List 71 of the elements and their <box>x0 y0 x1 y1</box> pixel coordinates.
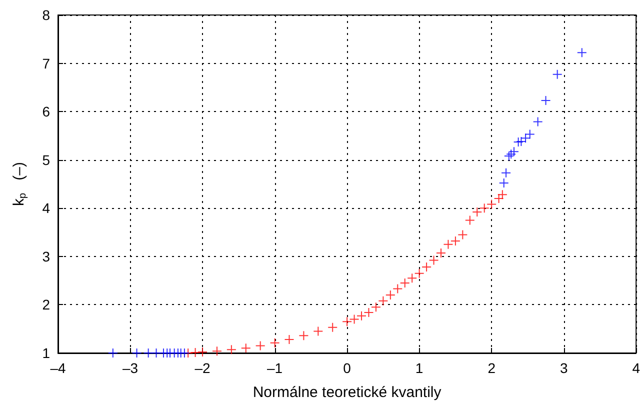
point <box>540 95 551 106</box>
point <box>298 330 309 341</box>
point <box>498 178 509 188</box>
point <box>506 149 516 160</box>
point <box>151 348 162 358</box>
y-tick-label: 5 <box>42 152 50 168</box>
point <box>349 314 360 324</box>
x-tick-label: 4 <box>632 360 640 376</box>
point <box>479 203 490 214</box>
point <box>428 255 439 266</box>
point <box>212 346 222 356</box>
point <box>443 239 454 250</box>
y-tick-label: 6 <box>42 104 50 120</box>
point <box>132 348 142 358</box>
point <box>385 290 396 300</box>
point <box>576 48 587 58</box>
point <box>364 307 374 318</box>
point <box>504 150 514 161</box>
point <box>414 268 424 278</box>
point <box>370 302 381 312</box>
point <box>436 248 446 258</box>
x-tick-label: 3 <box>560 360 568 376</box>
point <box>407 273 418 284</box>
point <box>378 296 388 306</box>
point <box>508 146 519 157</box>
point <box>494 193 504 204</box>
x-tick-label: 2 <box>488 360 496 376</box>
x-tick-label: 0 <box>343 360 352 376</box>
point <box>450 236 460 246</box>
x-tick-label: –4 <box>50 360 66 376</box>
point <box>270 338 280 348</box>
point <box>342 316 352 327</box>
point <box>198 347 208 358</box>
y-tick-label: 7 <box>42 55 50 72</box>
x-tick-label: 1 <box>415 360 424 376</box>
point <box>400 278 410 288</box>
point <box>513 136 524 147</box>
point <box>328 322 338 332</box>
y-tick-label: 3 <box>42 248 50 264</box>
x-axis-title: Normálne teoretické kvantily <box>252 384 442 401</box>
point <box>108 348 118 358</box>
point <box>190 348 200 358</box>
point <box>226 344 236 355</box>
y-tick-label: 1 <box>42 345 50 361</box>
point <box>486 199 497 210</box>
point <box>524 129 535 140</box>
point <box>532 116 543 127</box>
x-tick-label: –2 <box>194 360 211 376</box>
text: kp (–) <box>10 162 28 206</box>
y-tick-label: 4 <box>42 200 50 216</box>
x-tick-label: –1 <box>267 360 283 376</box>
point <box>501 168 512 178</box>
point <box>284 334 294 344</box>
point <box>422 262 432 272</box>
point <box>552 69 562 80</box>
y-tick-label: 2 <box>42 296 50 313</box>
point <box>464 215 475 226</box>
point <box>497 190 508 200</box>
point <box>392 284 403 294</box>
point <box>313 326 324 336</box>
x-tick-label: –3 <box>122 360 138 376</box>
point <box>472 207 482 218</box>
y-tick-label: 8 <box>42 7 50 23</box>
point <box>520 133 531 144</box>
point <box>458 230 468 240</box>
point <box>516 136 526 147</box>
point <box>143 348 154 358</box>
point <box>356 310 367 321</box>
point <box>255 340 266 351</box>
point <box>240 343 251 354</box>
point <box>179 348 190 358</box>
